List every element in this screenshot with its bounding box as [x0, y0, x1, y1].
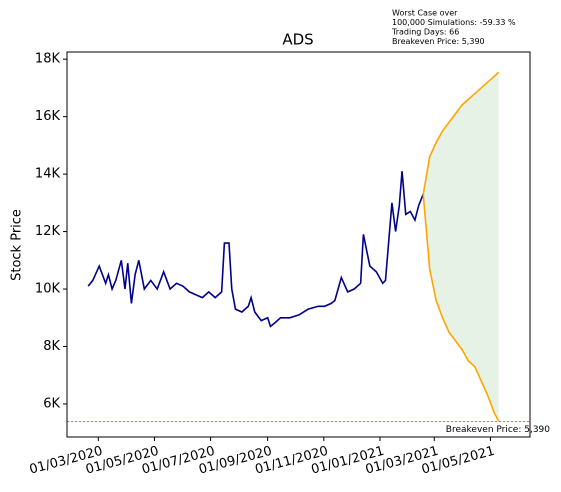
price-line	[422, 194, 500, 422]
y-tick-label: 16K	[35, 109, 61, 124]
annotation-line: Worst Case over	[392, 9, 458, 18]
price-line	[87, 171, 424, 328]
chart-title: ADS	[282, 31, 313, 49]
y-tick-label: 14K	[35, 167, 61, 182]
annotation-line: 100,000 Simulations: -59.33 %	[392, 18, 516, 27]
y-tick-label: 18K	[35, 52, 61, 67]
y-tick-label: 6K	[43, 396, 60, 411]
price-line	[422, 71, 500, 195]
breakeven-label: Breakeven Price: 5,390	[446, 425, 550, 435]
y-tick-label: 12K	[35, 224, 61, 239]
annotation-line: Trading Days: 66	[391, 28, 459, 37]
y-axis-label: Stock Price	[10, 209, 25, 281]
projection-band	[423, 72, 499, 422]
plot-frame	[66, 51, 531, 438]
y-tick-label: 8K	[43, 339, 60, 354]
y-tick-label: 10K	[35, 282, 61, 297]
annotation-line: Breakeven Price: 5,390	[392, 37, 485, 46]
